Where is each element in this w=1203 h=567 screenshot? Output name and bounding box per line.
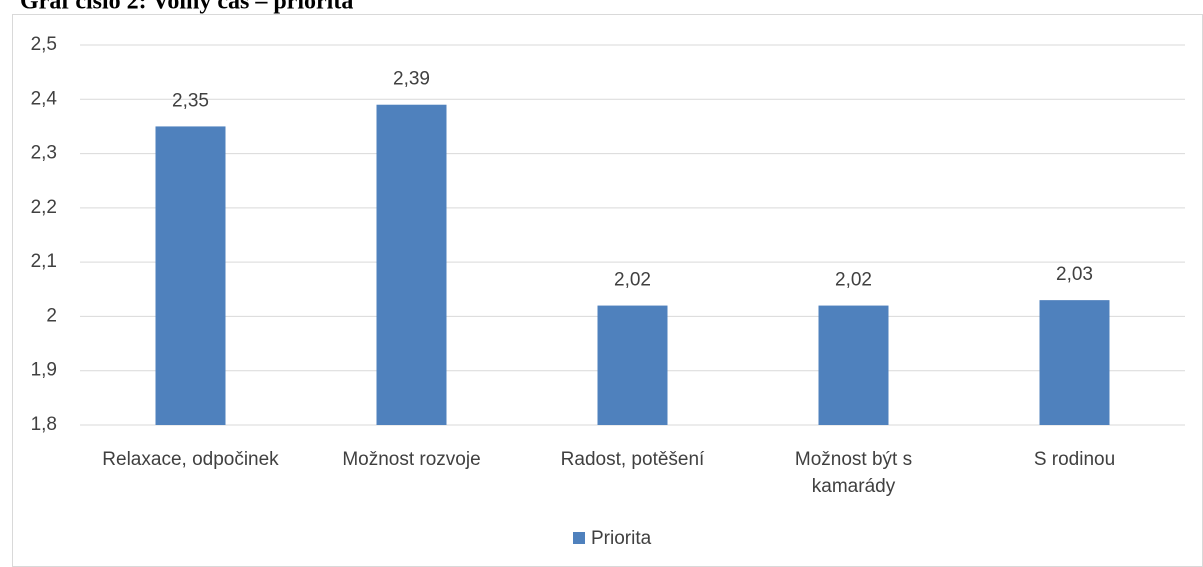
legend-swatch — [573, 532, 585, 544]
bar — [155, 126, 226, 425]
y-tick-label: 2,5 — [31, 34, 57, 55]
data-label: 2,02 — [835, 270, 872, 291]
y-tick-label: 2,2 — [31, 197, 57, 218]
x-tick-label: Radost, potěšení — [561, 449, 705, 470]
y-tick-label: 2 — [46, 305, 57, 326]
x-tick-label: Možnost být s kamarády — [795, 449, 912, 497]
y-tick-label: 2,4 — [31, 88, 58, 109]
bar — [1039, 300, 1110, 425]
bar — [597, 305, 668, 425]
data-label: 2,02 — [614, 270, 651, 291]
y-tick-label: 2,1 — [31, 251, 57, 272]
data-label: 2,35 — [172, 90, 209, 111]
bar — [376, 104, 447, 425]
y-tick-label: 1,9 — [31, 360, 57, 381]
y-tick-label: 1,8 — [31, 414, 57, 435]
x-tick-label: Možnost rozvoje — [342, 449, 480, 470]
bar — [818, 305, 889, 425]
y-tick-label: 2,3 — [31, 143, 57, 164]
legend-label: Priorita — [591, 528, 652, 549]
x-tick-label: S rodinou — [1034, 449, 1115, 470]
data-label: 2,39 — [393, 69, 430, 90]
data-label: 2,03 — [1056, 264, 1093, 285]
x-tick-label: Relaxace, odpočinek — [102, 449, 279, 470]
chart-title: Graf číslo 2: Volný čas – priorita — [20, 0, 353, 15]
